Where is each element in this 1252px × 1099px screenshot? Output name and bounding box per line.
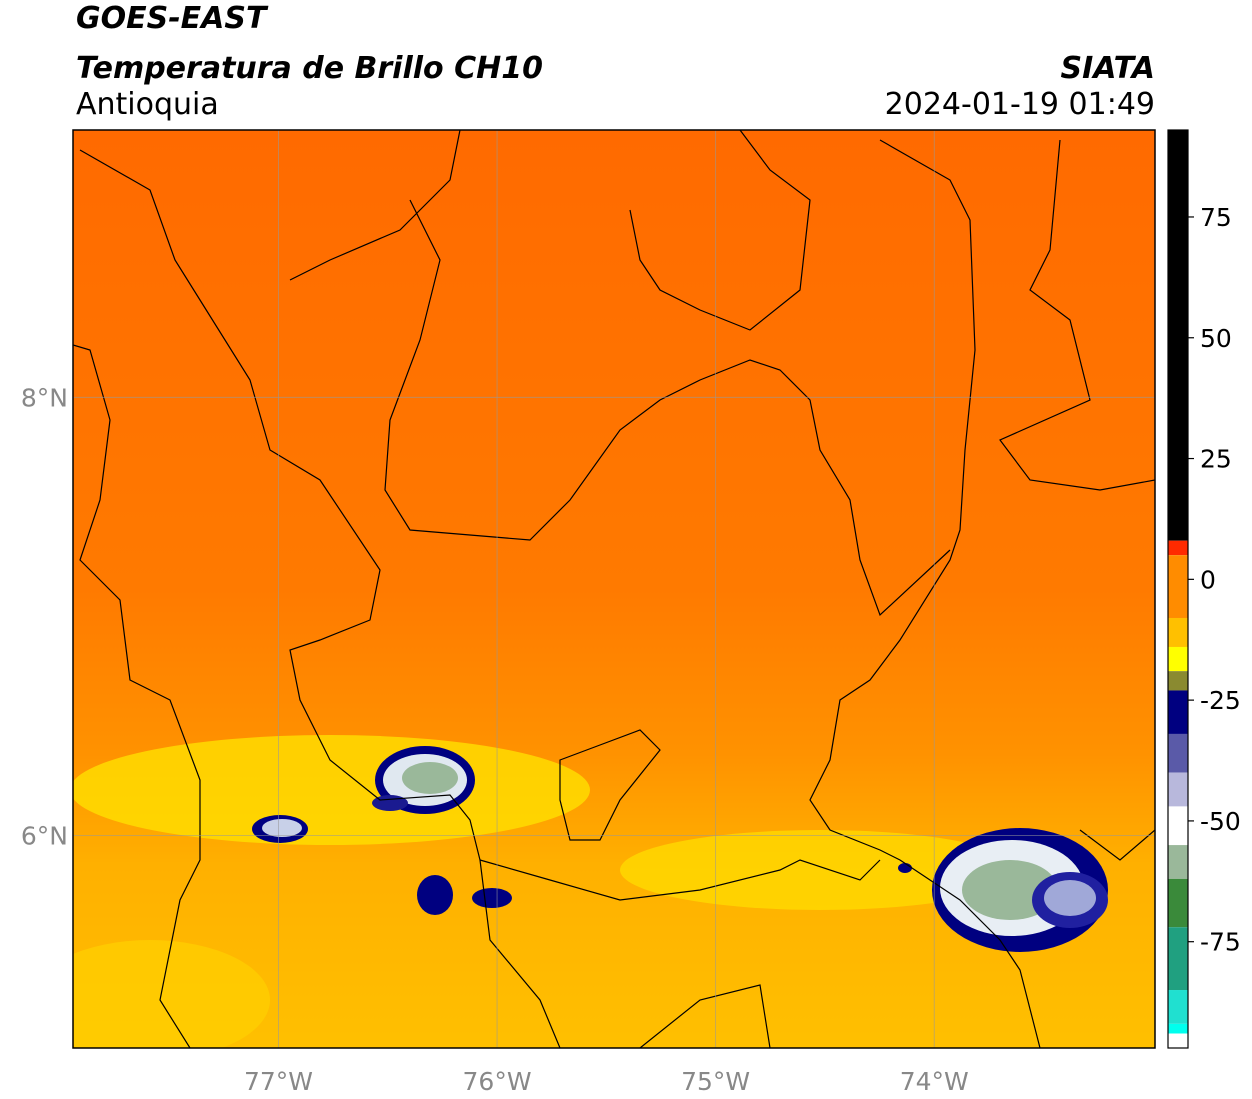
colorbar-segment [1168,772,1188,807]
border [289,130,461,281]
border [809,139,1041,1048]
colorbar-tick-label: -25 [1200,686,1241,715]
title: GOES-EAST [76,1,269,36]
colorbar-tick-label: 50 [1200,324,1232,353]
colorbar-segment [1168,540,1188,556]
lat-tick-label: 6°N [21,821,68,850]
colorbar-tick-label: 75 [1200,203,1232,232]
border [479,829,1155,1048]
region: Antioquia [76,87,219,122]
colorbar-segment [1168,878,1188,928]
border [73,344,201,1048]
colorbar-frame [1167,129,1189,1049]
map-image [73,130,1155,1048]
colorbar-segment [1168,1033,1188,1048]
colorbar-segment [1168,671,1188,691]
colorbar-tick-label: -50 [1200,807,1241,836]
map-frame [72,129,1156,1049]
colorbar-segment [1168,845,1188,879]
colorbar-segment [1168,927,1188,991]
lat-tick-label: 8°N [21,383,68,412]
lon-tick-label: 74°W [900,1067,969,1096]
cold-cloud [252,746,1108,952]
border [999,139,1155,491]
colorbar-segment [1168,1023,1188,1034]
lon-tick-label: 77°W [244,1067,313,1096]
colorbar: 75 50 25 0 -25 -50 -75 [1168,130,1241,1048]
graticule: 77°W 76°W 75°W 74°W 8°N 6°N [21,130,1155,1096]
cloud-warm [73,735,590,845]
colorbar-tick-label: 0 [1200,565,1216,594]
cloud-warm [73,940,270,1048]
colorbar-segment [1168,130,1188,541]
colorbar-segment [1168,806,1188,846]
subtitle: Temperatura de Brillo CH10 [76,51,543,86]
border [384,199,951,617]
colorbar-segment [1168,690,1188,734]
lon-tick-label: 76°W [463,1067,532,1096]
colorbar-segment [1168,646,1188,672]
colorbar-tick-label: 25 [1200,445,1232,474]
datetime: 2024-01-19 01:49 [885,87,1155,122]
border [559,729,661,841]
colorbar-segment [1168,555,1188,618]
border [79,149,561,1048]
cloud-warm [620,830,1020,910]
colorbar-segment [1168,617,1188,647]
lon-tick-label: 75°W [681,1067,750,1096]
colorbar-segment [1168,733,1188,773]
border [629,130,811,331]
colorbar-tick-label: -75 [1200,928,1241,957]
colorbar-segment [1168,990,1188,1024]
source: SIATA [1061,51,1155,86]
